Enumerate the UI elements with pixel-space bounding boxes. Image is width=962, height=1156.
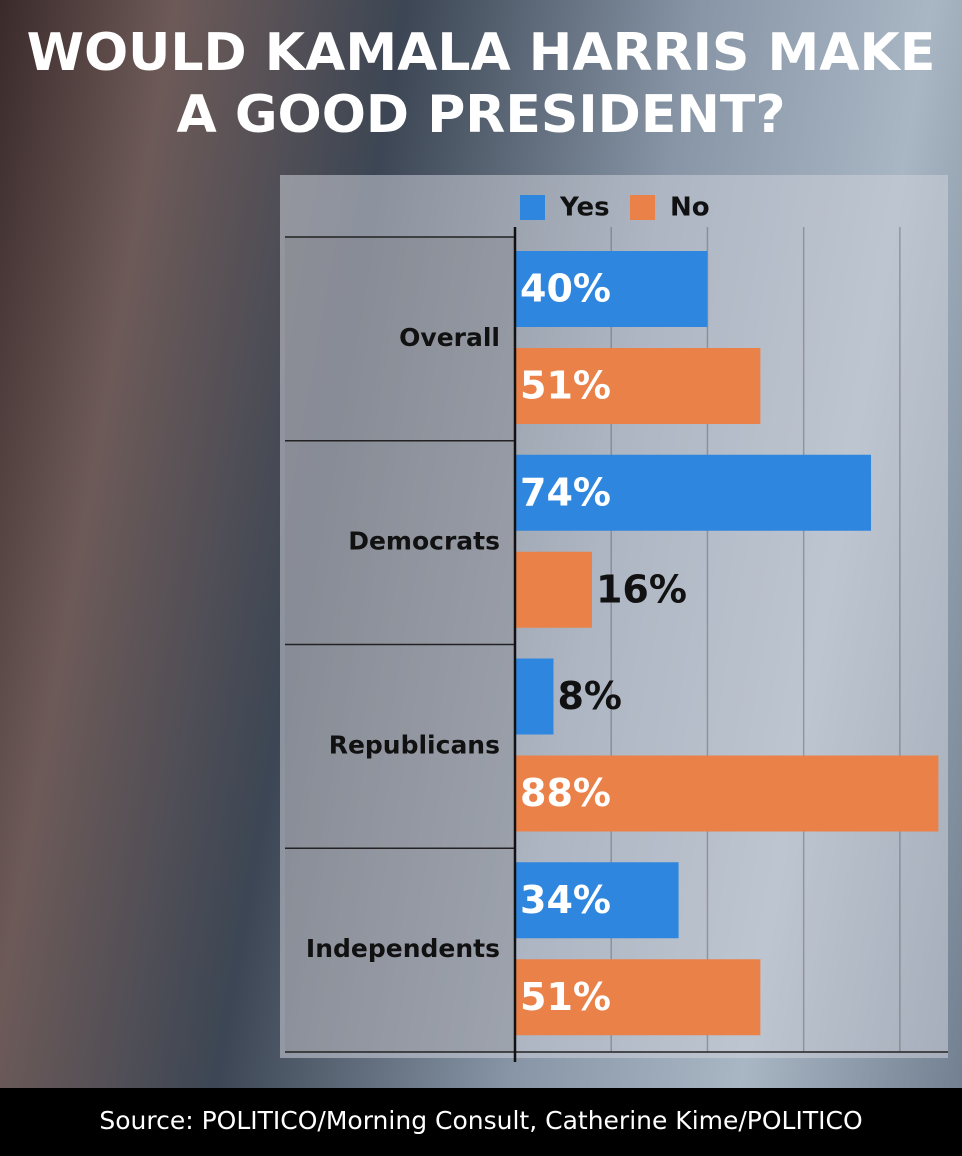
bar	[515, 959, 761, 1036]
value-label: 34%	[520, 878, 611, 922]
category-label: Democrats	[348, 527, 500, 556]
value-label: 51%	[520, 975, 611, 1019]
legend-swatch	[630, 195, 655, 220]
value-label: 8%	[557, 674, 622, 718]
bar	[515, 755, 939, 832]
category-label: Republicans	[329, 730, 500, 759]
value-label: 40%	[520, 267, 611, 311]
value-label: 74%	[520, 470, 611, 514]
bar	[515, 348, 761, 424]
bar	[515, 454, 872, 531]
value-label: 88%	[520, 771, 611, 815]
chart-title: WOULD KAMALA HARRIS MAKE A GOOD PRESIDEN…	[26, 23, 936, 145]
bar	[515, 251, 708, 327]
bar	[515, 551, 592, 628]
value-label: 51%	[520, 364, 611, 408]
chart: Yes No Overall 40% 51% Democrats 74% 16% Republi…	[280, 175, 948, 1062]
bar	[515, 862, 679, 939]
category-label: Overall	[399, 323, 500, 352]
source: Source: POLITICO/Morning Consult, Cather…	[0, 1088, 962, 1156]
bar	[515, 658, 554, 735]
legend-label: Yes	[559, 193, 610, 223]
legend-swatch	[520, 195, 545, 220]
value-label: 16%	[596, 567, 687, 611]
legend-label: No	[670, 193, 710, 223]
category-label: Independents	[306, 934, 500, 963]
